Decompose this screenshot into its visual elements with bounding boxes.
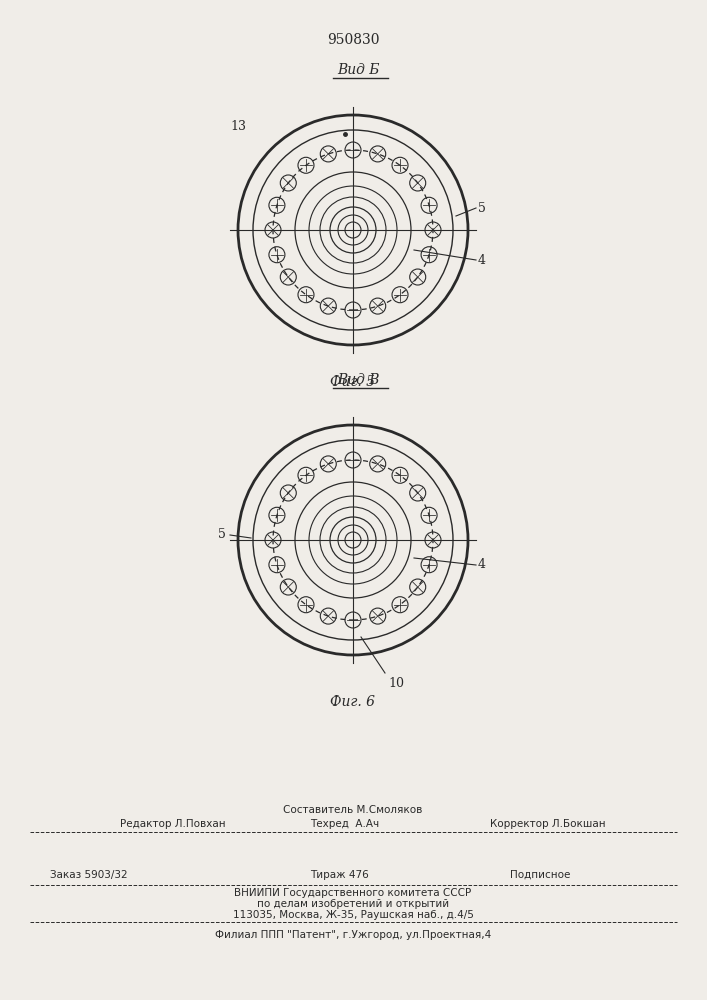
Text: Филиал ППП "Патент", г.Ужгород, ул.Проектная,4: Филиал ППП "Патент", г.Ужгород, ул.Проек… <box>215 930 491 940</box>
Text: по делам изобретений и открытий: по делам изобретений и открытий <box>257 899 449 909</box>
Text: Составитель М.Смоляков: Составитель М.Смоляков <box>284 805 423 815</box>
Text: 5: 5 <box>478 202 486 215</box>
Text: Подписное: Подписное <box>510 870 571 880</box>
Text: Заказ 5903/32: Заказ 5903/32 <box>50 870 128 880</box>
Text: Редактор Л.Повхан: Редактор Л.Повхан <box>120 819 226 829</box>
Text: 4: 4 <box>478 253 486 266</box>
Text: Вид Б: Вид Б <box>337 63 379 77</box>
Text: 4: 4 <box>478 558 486 572</box>
Text: ВНИИПИ Государственного комитета СССР: ВНИИПИ Государственного комитета СССР <box>235 888 472 898</box>
Text: Вид В: Вид В <box>337 373 379 387</box>
Text: 950830: 950830 <box>327 33 379 47</box>
Text: 113035, Москва, Ж-35, Раушская наб., д.4/5: 113035, Москва, Ж-35, Раушская наб., д.4… <box>233 910 474 920</box>
Text: 5: 5 <box>218 528 226 542</box>
Text: Тираж 476: Тираж 476 <box>310 870 369 880</box>
Text: 10: 10 <box>388 677 404 690</box>
Text: Корректор Л.Бокшан: Корректор Л.Бокшан <box>490 819 606 829</box>
Text: 13: 13 <box>230 120 246 133</box>
Text: Техред  А.Ач: Техред А.Ач <box>310 819 379 829</box>
Text: Фиг. 5: Фиг. 5 <box>330 375 375 389</box>
Text: Фиг. 6: Фиг. 6 <box>330 695 375 709</box>
